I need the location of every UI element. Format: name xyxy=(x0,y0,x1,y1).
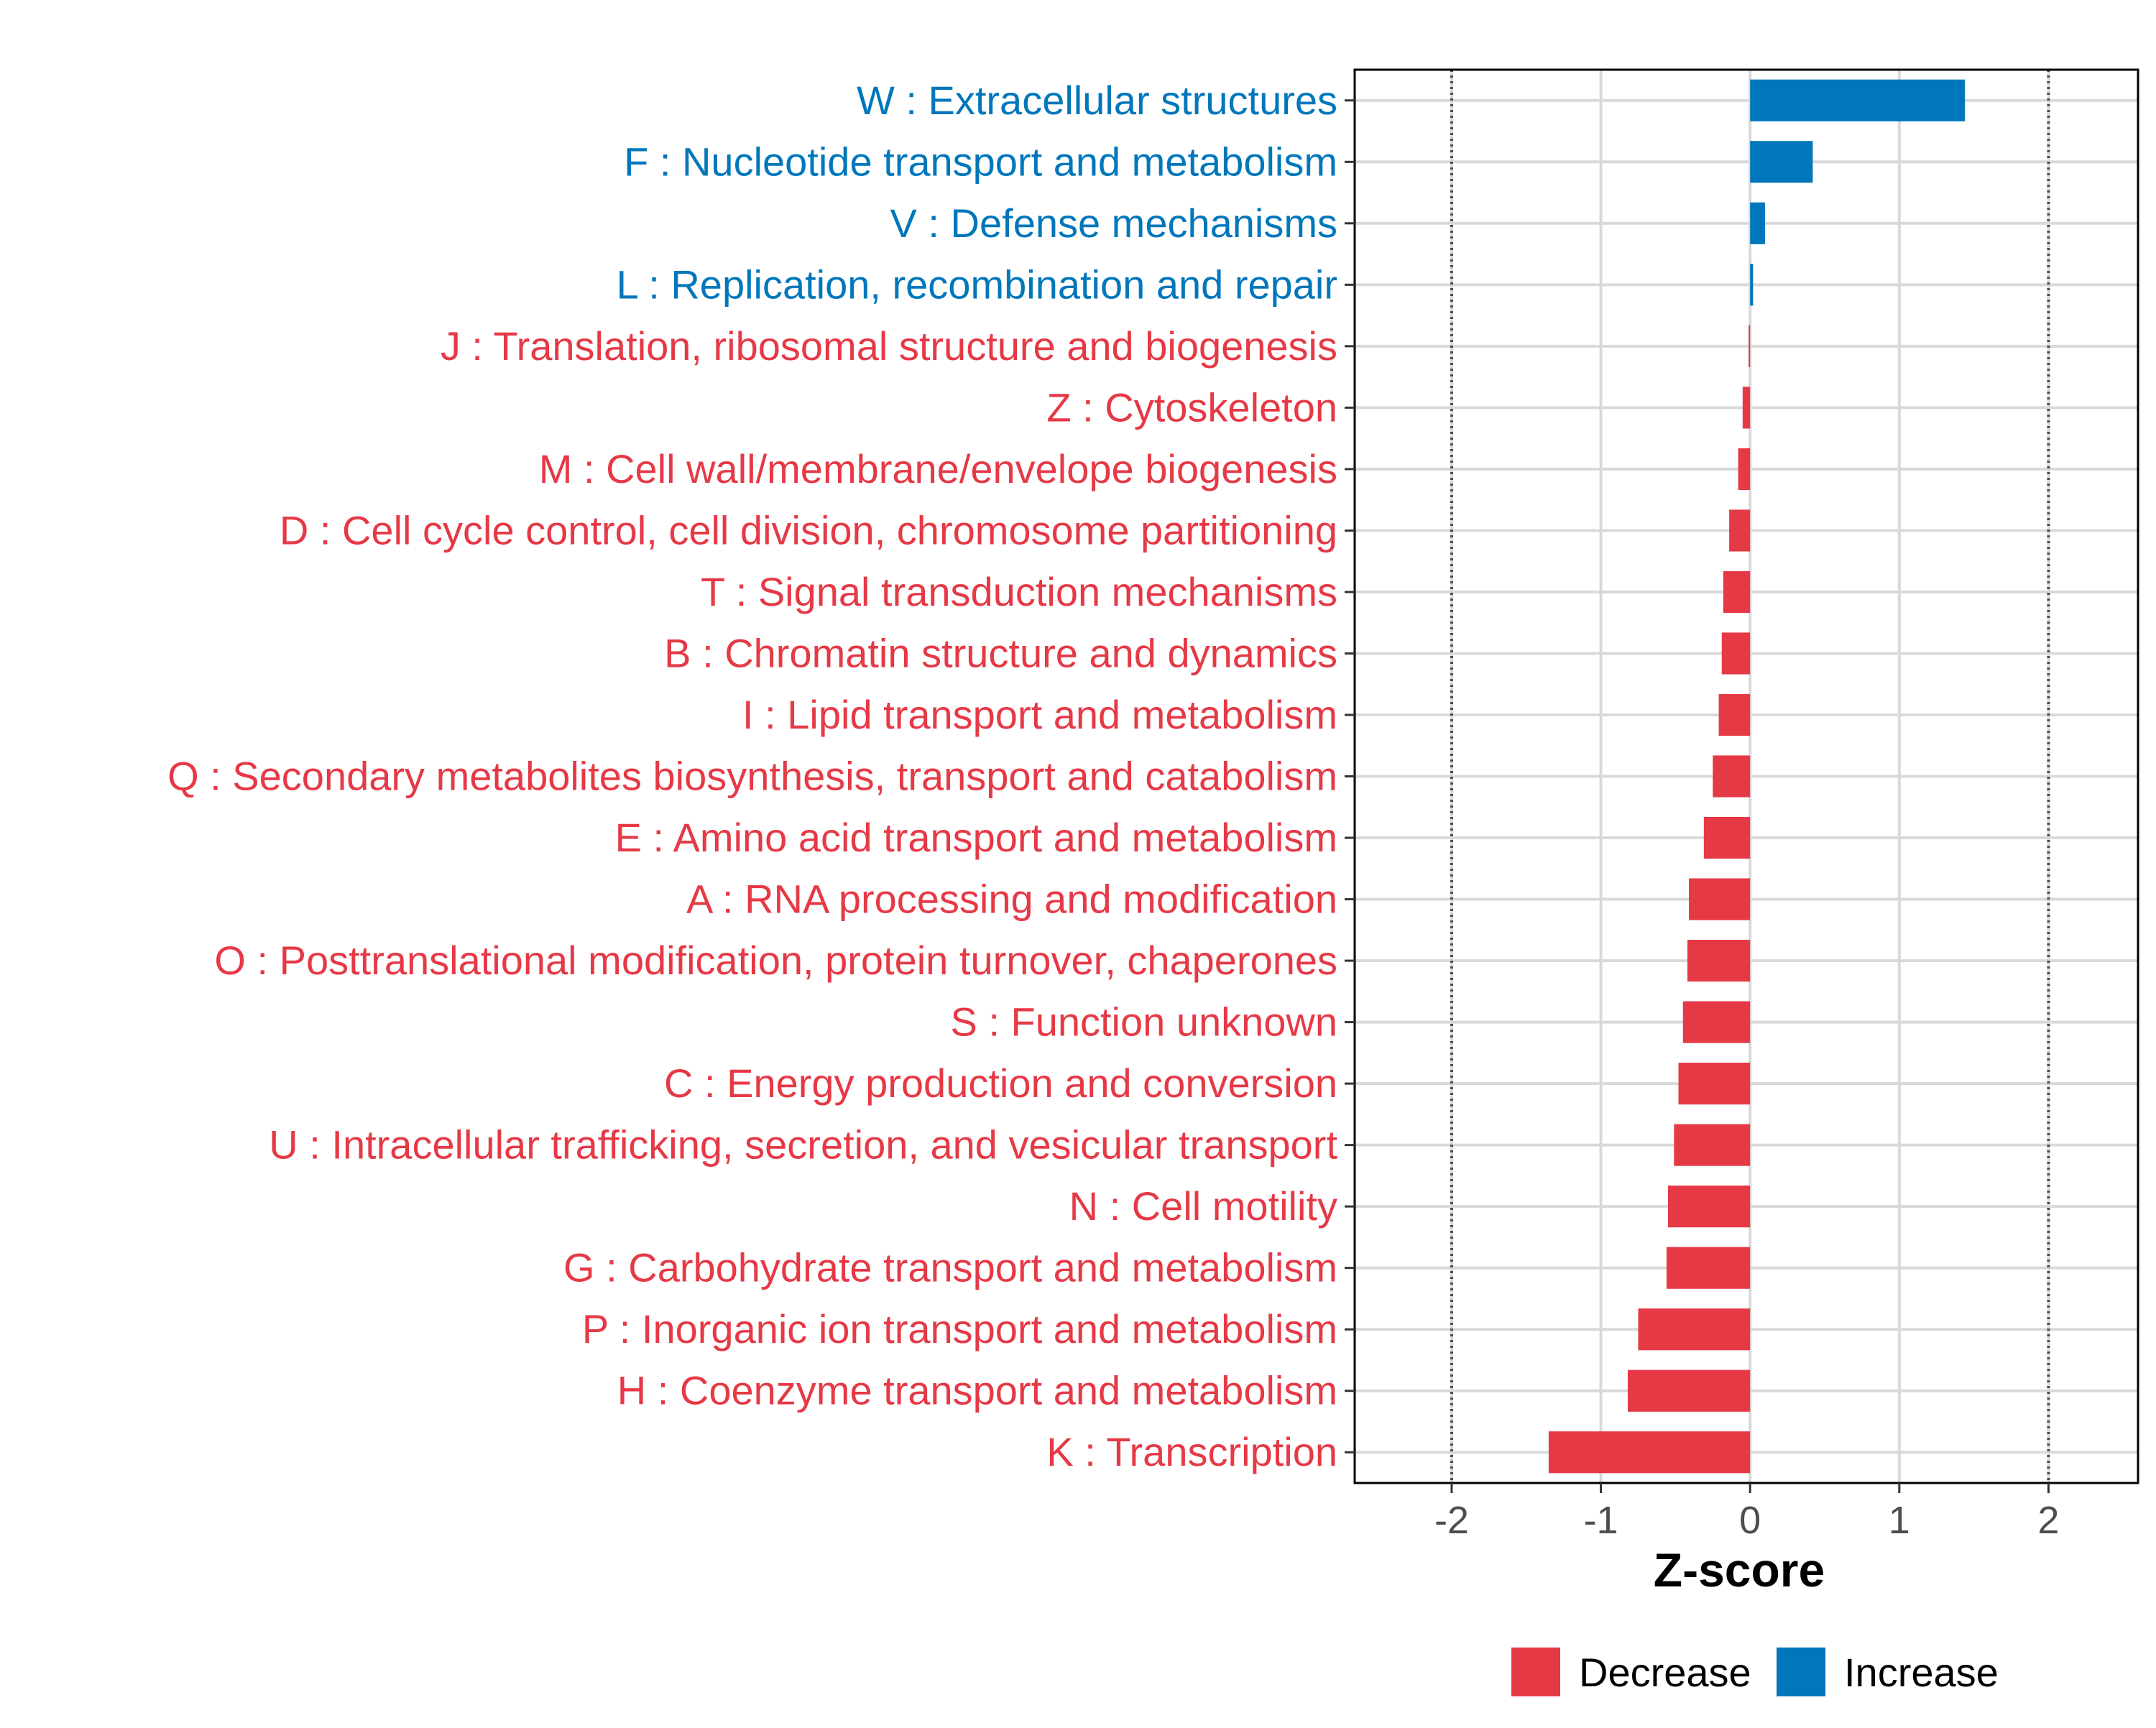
x-tick-label: 2 xyxy=(2037,1499,2059,1542)
category-label: D : Cell cycle control, cell division, c… xyxy=(280,507,1337,553)
bar-m xyxy=(1738,448,1751,490)
legend-swatch-increase xyxy=(1777,1648,1825,1696)
category-label: C : Energy production and conversion xyxy=(664,1061,1337,1106)
category-label: G : Carbohydrate transport and metabolis… xyxy=(563,1245,1337,1290)
bar-b xyxy=(1721,632,1751,675)
category-label: V : Defense mechanisms xyxy=(890,200,1337,246)
bar-i xyxy=(1718,693,1751,736)
category-label: J : Translation, ribosomal structure and… xyxy=(441,323,1337,369)
bar-c xyxy=(1678,1063,1751,1105)
legend-label-increase: Increase xyxy=(1844,1650,1999,1695)
category-label: F : Nucleotide transport and metabolism xyxy=(624,139,1337,184)
category-label: U : Intracellular trafficking, secretion… xyxy=(269,1122,1337,1168)
bar-v xyxy=(1750,202,1765,244)
x-axis-title: Z-score xyxy=(1654,1543,1825,1597)
legend-label-decrease: Decrease xyxy=(1579,1650,1751,1695)
category-label: L : Replication, recombination and repai… xyxy=(617,262,1337,307)
legend-item-increase[interactable]: Increase xyxy=(1777,1648,1999,1696)
bar-z xyxy=(1742,387,1751,429)
bar-q xyxy=(1713,755,1751,798)
category-label: K : Transcription xyxy=(1046,1429,1337,1474)
bar-o xyxy=(1687,939,1751,982)
bar-g xyxy=(1666,1247,1751,1289)
category-label: S : Function unknown xyxy=(950,999,1337,1045)
bar-f xyxy=(1750,141,1813,183)
x-tick-label: 0 xyxy=(1739,1499,1761,1542)
bar-s xyxy=(1682,1001,1751,1043)
bar-e xyxy=(1703,816,1751,859)
category-label: W : Extracellular structures xyxy=(857,78,1337,123)
category-label: O : Posttranslational modification, prot… xyxy=(214,938,1337,983)
category-label: P : Inorganic ion transport and metaboli… xyxy=(582,1306,1337,1352)
category-label: H : Coenzyme transport and metabolism xyxy=(617,1368,1337,1413)
bar-h xyxy=(1627,1369,1751,1412)
x-tick-label: -2 xyxy=(1434,1499,1469,1542)
bar-j xyxy=(1749,325,1751,367)
category-label: N : Cell motility xyxy=(1069,1183,1337,1229)
bar-l xyxy=(1750,264,1754,306)
category-label: Z : Cytoskeleton xyxy=(1046,384,1337,430)
category-label: T : Signal transduction mechanisms xyxy=(701,569,1337,614)
category-label: I : Lipid transport and metabolism xyxy=(742,692,1337,737)
legend-item-decrease[interactable]: Decrease xyxy=(1511,1648,1751,1696)
bar-t xyxy=(1723,570,1751,614)
category-label: Q : Secondary metabolites biosynthesis, … xyxy=(167,754,1337,799)
bar-layer xyxy=(1548,79,1966,1474)
bar-d xyxy=(1729,509,1751,552)
legend-swatch-decrease xyxy=(1511,1648,1560,1696)
bar-k xyxy=(1548,1431,1751,1474)
bar-a xyxy=(1689,878,1751,920)
x-tick-label: -1 xyxy=(1584,1499,1618,1542)
bar-u xyxy=(1674,1124,1751,1166)
legend[interactable]: Decrease Increase xyxy=(1511,1648,1999,1696)
bar-n xyxy=(1668,1186,1751,1228)
x-tick-label: 1 xyxy=(1889,1499,1910,1542)
category-label: A : RNA processing and modification xyxy=(686,877,1337,922)
bar-w xyxy=(1750,79,1966,121)
category-label: M : Cell wall/membrane/envelope biogenes… xyxy=(539,446,1337,491)
category-label-layer: W : Extracellular structures F : Nucleoti… xyxy=(167,78,1337,1474)
bar-p xyxy=(1638,1308,1751,1351)
category-label: E : Amino acid transport and metabolism xyxy=(615,815,1337,860)
category-label: B : Chromatin structure and dynamics xyxy=(664,630,1337,675)
tick-layer: -2 -1 0 1 2 xyxy=(1345,99,2059,1542)
